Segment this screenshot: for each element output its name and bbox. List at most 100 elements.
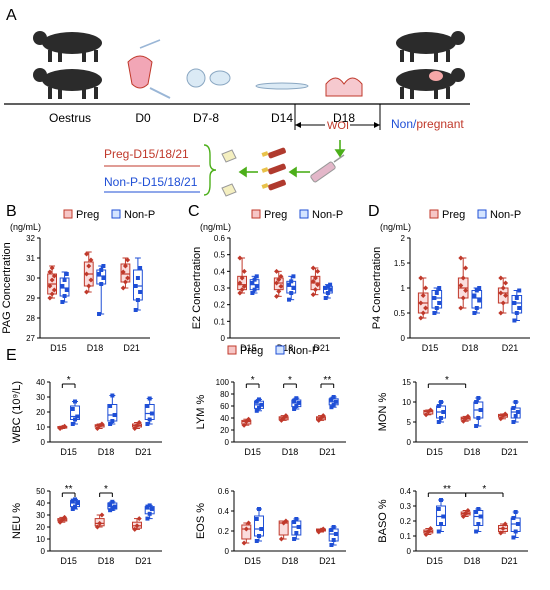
woi-arrowhead — [295, 122, 301, 128]
box-preg — [423, 407, 434, 418]
y-axis-label: LYM % — [195, 394, 207, 429]
legend-label-preg: Preg — [442, 209, 465, 221]
elongated-embryo-icon — [255, 82, 309, 90]
stage-label: D18 — [333, 111, 355, 125]
y-tick-label: 30 — [36, 511, 45, 520]
data-point — [110, 499, 115, 504]
y-tick-label: 27 — [26, 334, 35, 343]
data-point — [463, 265, 469, 271]
box-nonp — [107, 393, 118, 426]
data-point — [325, 291, 330, 295]
data-point — [296, 401, 301, 405]
box-nonp — [254, 507, 264, 543]
box-preg — [316, 526, 326, 535]
uterus-icon — [127, 39, 171, 99]
box-preg — [460, 508, 471, 519]
data-point — [310, 292, 316, 298]
data-point — [474, 288, 479, 293]
x-tick-label: D15 — [426, 556, 443, 566]
data-point — [88, 257, 94, 263]
data-point — [274, 293, 280, 299]
box-preg — [120, 257, 131, 291]
data-point — [292, 398, 297, 403]
preg-sample-label: Preg-D15/18/21 — [104, 147, 189, 161]
data-point — [75, 414, 80, 419]
data-point — [287, 297, 292, 302]
data-point — [84, 251, 90, 257]
pregnant-buffalo-icon — [396, 68, 465, 99]
data-point — [120, 269, 126, 275]
legend-label-nonp: Non-P — [124, 209, 155, 221]
legend-label-nonp: Non-P — [312, 209, 343, 221]
chart-b: B (ng/mL) Preg Non-P 27 28 29 30 31 32 D15 D18 D21 PA… — [1, 203, 155, 353]
x-tick-label: D18 — [282, 556, 299, 566]
box-preg — [273, 268, 284, 299]
x-tick-label: D15 — [60, 556, 77, 566]
y-tick-label: 50 — [36, 487, 45, 496]
y-axis-label: NEU % — [11, 503, 23, 539]
data-point — [478, 514, 483, 519]
data-point — [463, 288, 469, 293]
legend-swatch-nonp — [111, 209, 121, 219]
x-tick-label: D21 — [319, 556, 336, 566]
box-nonp — [328, 525, 339, 547]
sig-label: ** — [65, 484, 73, 495]
box-preg — [94, 421, 105, 431]
box-nonp — [471, 286, 483, 315]
data-point — [49, 277, 55, 283]
y-tick-label: 0.5 — [394, 309, 406, 318]
data-point — [512, 301, 517, 305]
box-preg — [460, 413, 471, 424]
panel-a-letter: A — [6, 7, 17, 24]
y-tick-label: 10 — [402, 398, 411, 407]
data-point — [418, 275, 424, 281]
box-nonp — [473, 507, 484, 534]
data-point — [439, 400, 444, 404]
data-point — [147, 417, 152, 422]
y-tick-label: 31 — [26, 254, 35, 263]
box-preg — [57, 423, 68, 431]
data-point — [239, 287, 245, 293]
data-point — [101, 276, 106, 280]
data-point — [246, 520, 252, 526]
panel-letter: D — [368, 203, 380, 220]
y-tick-label: 0.4 — [218, 507, 230, 516]
data-point — [432, 311, 437, 315]
y-tick-label: 30 — [26, 274, 35, 283]
data-point — [254, 539, 259, 543]
syringe-icon — [310, 154, 345, 183]
data-point — [257, 534, 262, 538]
y-tick-label: 60 — [220, 402, 229, 411]
data-point — [476, 507, 481, 511]
box-nonp — [511, 288, 523, 323]
data-point — [257, 405, 262, 410]
data-point — [73, 417, 78, 422]
x-tick-label: D21 — [123, 343, 140, 353]
unit-label: (ng/mL) — [200, 222, 231, 232]
panel-a: A — [4, 7, 470, 197]
box-preg — [132, 420, 142, 431]
data-point — [134, 423, 140, 428]
legend-swatch-preg — [251, 209, 261, 219]
data-point — [132, 426, 138, 431]
box-preg — [83, 251, 94, 295]
box-nonp — [291, 396, 302, 411]
y-tick-label: 28 — [26, 314, 35, 323]
data-point — [60, 284, 65, 288]
data-point — [99, 282, 104, 286]
data-point — [136, 420, 142, 425]
data-point — [315, 268, 321, 274]
data-point — [498, 290, 504, 296]
box-nonp — [431, 286, 443, 315]
y-tick-label: 2 — [401, 234, 406, 243]
data-point — [135, 298, 140, 302]
blood-tubes-icon — [261, 147, 286, 191]
data-point — [99, 512, 105, 518]
box-nonp — [291, 517, 302, 541]
data-point — [291, 274, 296, 279]
data-point — [62, 423, 68, 429]
data-point — [135, 276, 140, 280]
data-point — [147, 396, 152, 401]
box-nonp — [59, 271, 70, 304]
x-tick-label: D18 — [277, 343, 294, 353]
